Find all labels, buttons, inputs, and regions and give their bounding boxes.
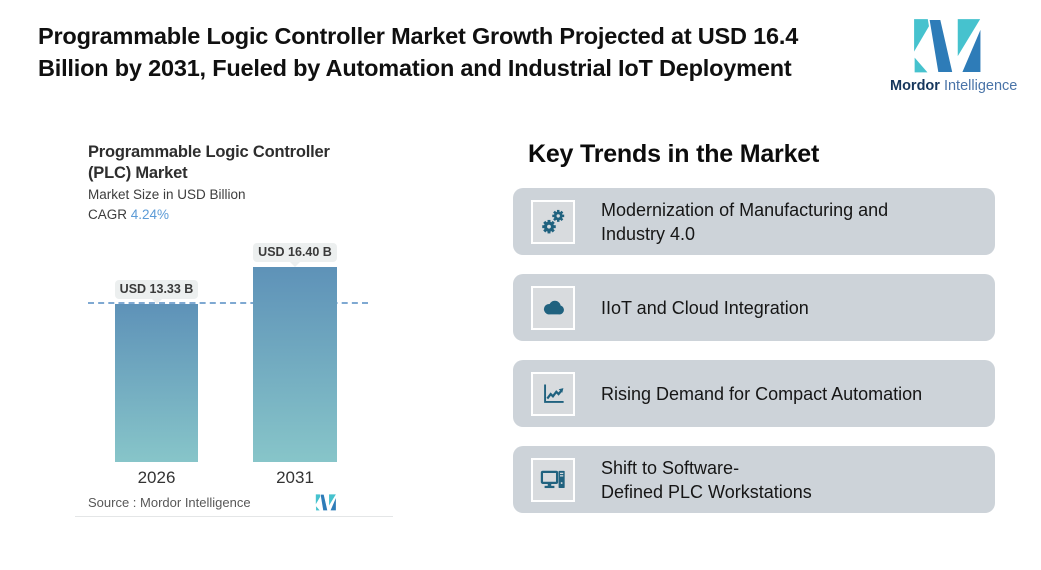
chart-cagr: CAGR 4.24% <box>88 207 169 222</box>
line-chart-icon <box>543 384 564 403</box>
x-axis-label-2031: 2031 <box>276 468 314 487</box>
trend-card-software-defined: Shift to Software- Defined PLC Workstati… <box>513 446 995 513</box>
reference-dashed-line <box>88 302 368 304</box>
cagr-label: CAGR <box>88 207 128 222</box>
source-row: Source : Mordor Intelligence <box>88 494 393 514</box>
gears-icon <box>541 209 564 234</box>
page-title-line2: Billion by 2031, Fueled by Automation an… <box>38 55 792 81</box>
chart-title-line1: Programmable Logic Controller <box>88 143 330 161</box>
trend-card-iiot-cloud: IIoT and Cloud Integration <box>513 274 995 341</box>
source-mordor-logo-icon <box>315 494 337 511</box>
trend-card-label: IIoT and Cloud Integration <box>601 297 809 318</box>
brand-logo: Mordor Intelligence <box>890 18 1040 94</box>
chart-title: Programmable Logic Controller (PLC) Mark… <box>88 142 330 184</box>
cloud-icon <box>543 300 564 314</box>
bar-2031 <box>253 267 337 462</box>
chart-title-line2: (PLC) Market <box>88 164 188 182</box>
brand-name-regular: Intelligence <box>943 78 1018 94</box>
icon-box <box>531 371 575 416</box>
x-axis-label-2026: 2026 <box>137 468 176 487</box>
mordor-intelligence-m-icon <box>913 18 983 74</box>
bar-2026 <box>115 304 198 462</box>
trend-card-compact-automation: Rising Demand for Compact Automation <box>513 360 995 427</box>
icon-box <box>531 199 575 244</box>
bar-plot-area: USD 13.33 B USD 16.40 B <box>75 130 393 462</box>
trend-card-label: Shift to Software- Defined PLC Workstati… <box>601 457 812 502</box>
plc-market-chart-panel: Programmable Logic Controller (PLC) Mark… <box>75 130 393 528</box>
trend-card-modernization: Modernization of Manufacturing and Indus… <box>513 188 995 255</box>
chart-subtitle: Market Size in USD Billion <box>88 187 246 202</box>
source-label: Source : Mordor Intelligence <box>88 495 251 510</box>
trends-heading: Key Trends in the Market <box>528 140 820 168</box>
panel-divider <box>75 516 393 517</box>
value-label-2026: USD 13.33 B <box>115 280 198 304</box>
brand-name-bold: Mordor <box>890 78 940 94</box>
trend-card-label: Modernization of Manufacturing and Indus… <box>601 199 889 244</box>
page-title: Programmable Logic Controller Market Gro… <box>38 20 868 84</box>
workstation-icon <box>540 470 565 488</box>
brand-name: Mordor Intelligence <box>890 78 1040 94</box>
page-title-line1: Programmable Logic Controller Market Gro… <box>38 23 799 49</box>
key-trends-section: Key Trends in the Market <box>513 140 995 513</box>
icon-box <box>531 457 575 502</box>
trend-card-label: Rising Demand for Compact Automation <box>601 383 923 404</box>
value-label-2031: USD 16.40 B <box>253 243 337 267</box>
icon-box <box>531 285 575 330</box>
cagr-value: 4.24% <box>130 207 170 222</box>
